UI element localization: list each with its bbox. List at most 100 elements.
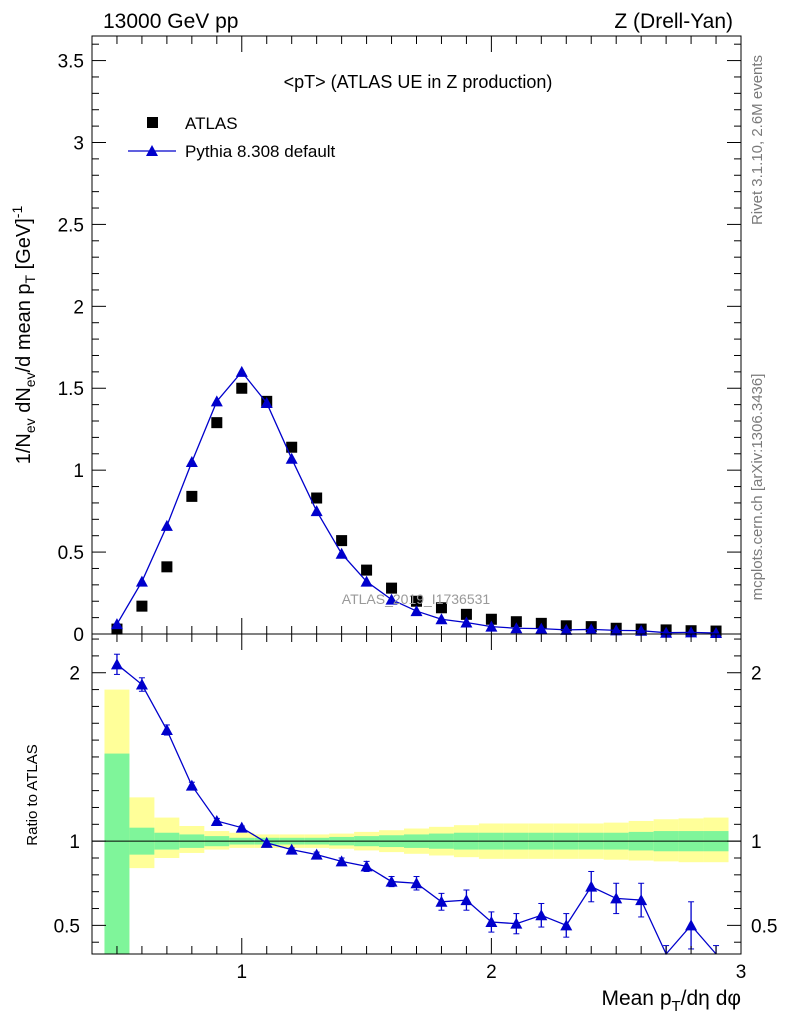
ratio-point [135,678,148,690]
legend-atlas-marker [147,117,158,128]
pythia-point [160,519,173,531]
ratio-point [435,895,448,907]
pythia-point [210,395,223,407]
ratio-point [285,843,298,855]
pythia-point [135,575,148,587]
atlas-data-point [286,441,298,453]
atlas-data-point [361,564,373,576]
atlas-data-point [460,608,472,620]
legend-atlas-label: ATLAS [185,114,238,133]
ratio-point [685,919,698,931]
pythia-point [460,616,473,628]
stat-uncertainty-band [104,753,130,954]
pythia-point [360,575,373,587]
ratio-point [560,919,573,931]
atlas-data-point [161,561,173,573]
pythia-point [535,622,548,634]
ratio-point [535,909,548,921]
ratio-point [385,875,398,887]
ratio-y-tick-label-right: 2 [751,664,762,685]
pythia-point [610,624,623,636]
pythia-point [310,505,323,517]
ratio-panel-ticks: 0.5 0.5 1 1 2 2 1 2 3 [54,634,777,983]
ratio-line [116,663,717,956]
ratio-point [210,814,223,826]
x-axis-label: Mean pT/dη dφ [601,987,741,1015]
x-tick-label: 2 [486,962,497,983]
atlas-data-point [211,417,223,429]
top-y-tick-label: 3.5 [58,52,84,73]
atlas-data-point [485,613,497,625]
atlas-data-point [411,595,422,607]
ratio-y-tick-label-right: 1 [751,832,762,853]
ratio-panel-plot [110,653,720,956]
legend-mc-marker [146,145,158,156]
top-y-tick-label: 0 [73,625,84,646]
ratio-point [335,855,348,867]
source-text: mcplots.cern.ch [arXiv:1306.3436] [749,374,766,601]
pythia-point [635,624,648,636]
header-left: 13000 GeV pp [103,10,238,33]
ratio-point [635,894,648,906]
ratio-point [610,892,623,904]
ratio-y-tick-label: 1 [69,832,80,853]
ratio-point [110,658,123,670]
ratio-point [310,848,323,860]
top-y-tick-label: 2 [73,297,84,318]
ratio-point [235,821,248,833]
rivet-version-text: Rivet 3.1.10, 2.6M events [749,55,766,225]
atlas-data-point [236,382,248,394]
pythia-point [510,622,523,634]
top-y-tick-label: 1.5 [58,379,84,400]
atlas-data-point [336,535,348,547]
x-tick-label: 1 [236,962,247,983]
pythia-point [435,613,448,625]
pythia-point [110,618,123,630]
top-y-tick-label: 1 [73,461,84,482]
header-right: Z (Drell-Yan) [614,10,733,33]
top-y-tick-label: 0.5 [58,543,84,564]
pythia-point [335,547,348,559]
ratio-point [260,836,273,848]
ratio-y-tick-label: 0.5 [54,916,80,937]
ratio-y-tick-label-right: 0.5 [751,916,777,937]
plot-title: <pT> (ATLAS UE in Z production) [284,72,553,92]
atlas-data-point [136,600,148,612]
ratio-point [160,724,173,735]
pythia-point [560,623,573,635]
pythia-point [585,623,598,635]
pythia-point [235,365,248,377]
top-y-axis-label: 1/Nev dNev/d mean pT [GeV]-1 [9,206,38,465]
pythia-point [185,455,198,467]
atlas-data-point [386,582,398,594]
atlas-data-point [186,490,198,502]
pythia-point [485,620,498,632]
legend: ATLAS Pythia 8.308 default [128,114,336,161]
atlas-data-point [311,492,323,504]
top-y-tick-label: 3 [73,133,84,154]
ratio-point [510,917,523,929]
ratio-point [460,894,473,906]
top-panel-plot [110,365,723,639]
ratio-y-tick-label: 2 [69,664,80,685]
ratio-y-axis-label: Ratio to ATLAS [24,744,41,845]
pythia-point [685,626,698,638]
ratio-point [360,860,373,872]
ratio-point [185,779,198,791]
pythia-point [410,605,423,617]
ratio-point [485,916,498,927]
ratio-uncertainty-bands [104,689,729,954]
pythia-point [385,593,398,605]
pythia-point [260,396,273,408]
ratio-point [410,877,423,889]
pythia-point [285,452,298,464]
legend-mc-label: Pythia 8.308 default [185,142,336,161]
pythia-point [660,626,673,638]
x-tick-label: 3 [736,962,747,983]
top-panel-ticks: 0 0.5 1 1.5 2 2.5 3 3.5 [58,36,741,646]
atlas-data-point [510,616,522,628]
atlas-data-point [435,602,447,614]
ratio-point [585,880,598,892]
analysis-watermark: ATLAS_2019_I1736531 [342,591,491,607]
